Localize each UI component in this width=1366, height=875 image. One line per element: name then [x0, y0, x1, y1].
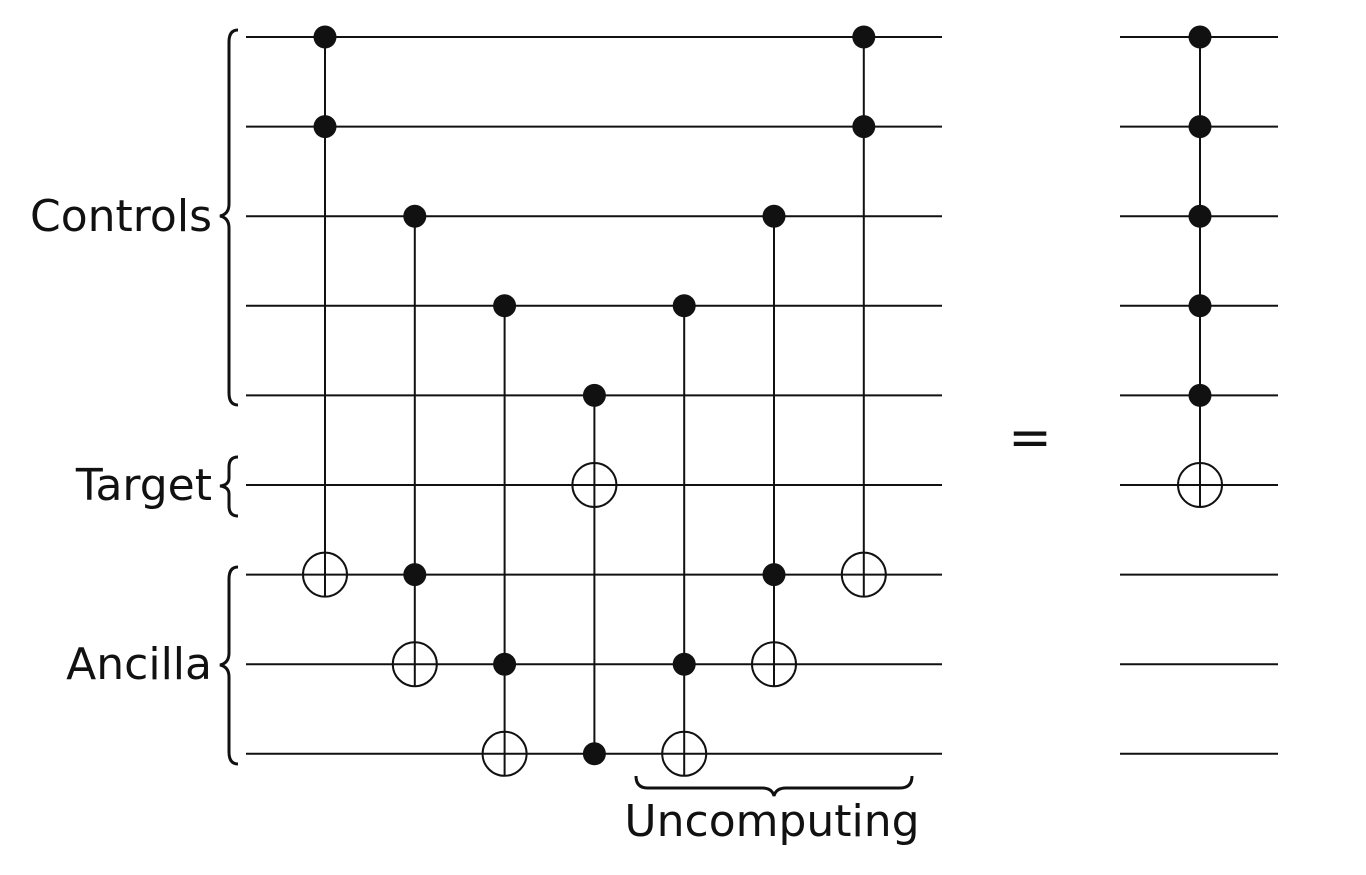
- control-dot: [582, 383, 606, 407]
- ancilla-brace: [219, 565, 239, 766]
- control-dot: [403, 204, 427, 228]
- xor-target-symbol: [1177, 462, 1223, 508]
- control-dot: [852, 115, 876, 139]
- ancilla-label: Ancilla: [66, 639, 212, 690]
- toffoli-1: [302, 25, 348, 598]
- xor-target-symbol: [481, 730, 528, 777]
- equals-sign: =: [1008, 408, 1052, 468]
- control-dot: [762, 563, 786, 587]
- toffoli-3: [481, 294, 528, 777]
- xor-target-symbol: [302, 551, 348, 598]
- control-dot: [672, 294, 696, 318]
- controls-brace: [219, 28, 239, 407]
- uncomputing-brace: [634, 775, 914, 797]
- control-dot: [1188, 25, 1212, 49]
- control-dot: [313, 115, 337, 139]
- control-dot: [852, 25, 876, 49]
- control-dot: [313, 25, 337, 49]
- target-label: Target: [75, 460, 212, 511]
- control-dot: [493, 652, 517, 676]
- control-dot: [762, 204, 786, 228]
- xor-target-symbol: [571, 462, 618, 508]
- toffoli-7: [840, 25, 887, 598]
- toffoli-6: [751, 204, 797, 688]
- uncomputing-label: Uncomputing: [624, 796, 920, 847]
- control-dot: [1188, 294, 1212, 318]
- xor-target-symbol: [661, 730, 708, 777]
- toffoli-5: [661, 294, 708, 777]
- control-dot: [1188, 204, 1212, 228]
- target-brace: [219, 455, 239, 518]
- xor-target-symbol: [391, 641, 438, 688]
- toffoli-4: [571, 383, 618, 766]
- multi-controlled-not: [1177, 25, 1223, 508]
- control-dot: [1188, 115, 1212, 139]
- xor-target-symbol: [840, 551, 887, 598]
- control-dot: [672, 652, 696, 676]
- control-dot: [582, 742, 606, 766]
- toffoli-2: [391, 204, 438, 688]
- control-dot: [1188, 383, 1212, 407]
- control-dot: [403, 563, 427, 587]
- controls-label: Controls: [30, 191, 212, 242]
- control-dot: [493, 294, 517, 318]
- xor-target-symbol: [751, 641, 797, 688]
